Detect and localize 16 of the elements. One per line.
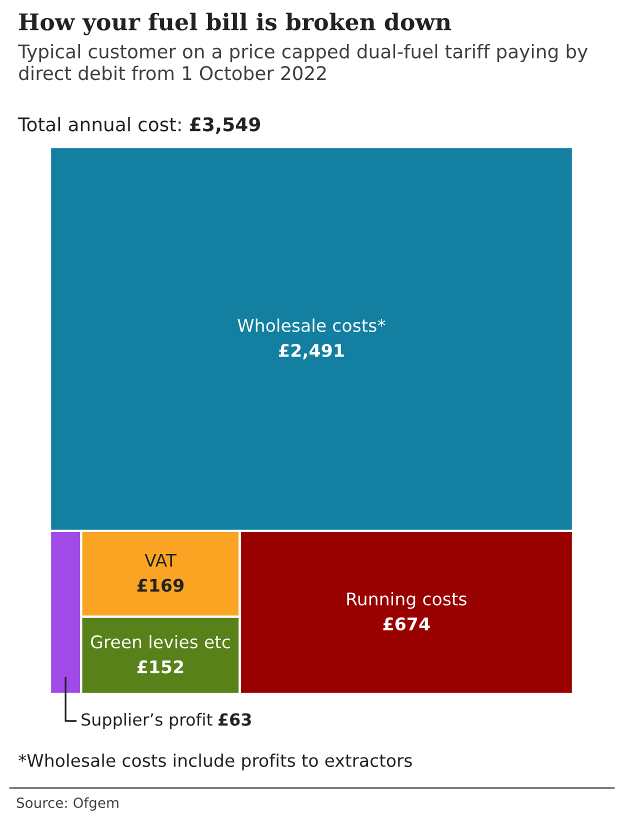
category-label: Supplier’s profit	[82, 712, 212, 730]
category-label: VAT	[144, 554, 176, 567]
text: Typical customer on a price capped dual-fuel tariff paying by direct debit from 1 October 2022	[18, 44, 588, 80]
text: How your fuel bill is broken down	[19, 12, 452, 36]
data-label: £169	[137, 578, 184, 592]
category-label: Running costs	[347, 592, 466, 609]
category-label: Wholesale costs*	[238, 318, 386, 332]
data-label: £674	[383, 617, 430, 631]
data-label: £152	[137, 660, 184, 674]
data-label: £2,491	[279, 344, 344, 360]
data-label: £63	[218, 713, 251, 726]
text: Total annual cost:	[18, 116, 181, 132]
text: *Wholesale costs include profits to extractors	[18, 754, 412, 770]
source-note: Source: Ofgem	[16, 797, 118, 811]
text: £3,549	[190, 117, 260, 134]
category-label: Green levies etc	[90, 634, 230, 648]
